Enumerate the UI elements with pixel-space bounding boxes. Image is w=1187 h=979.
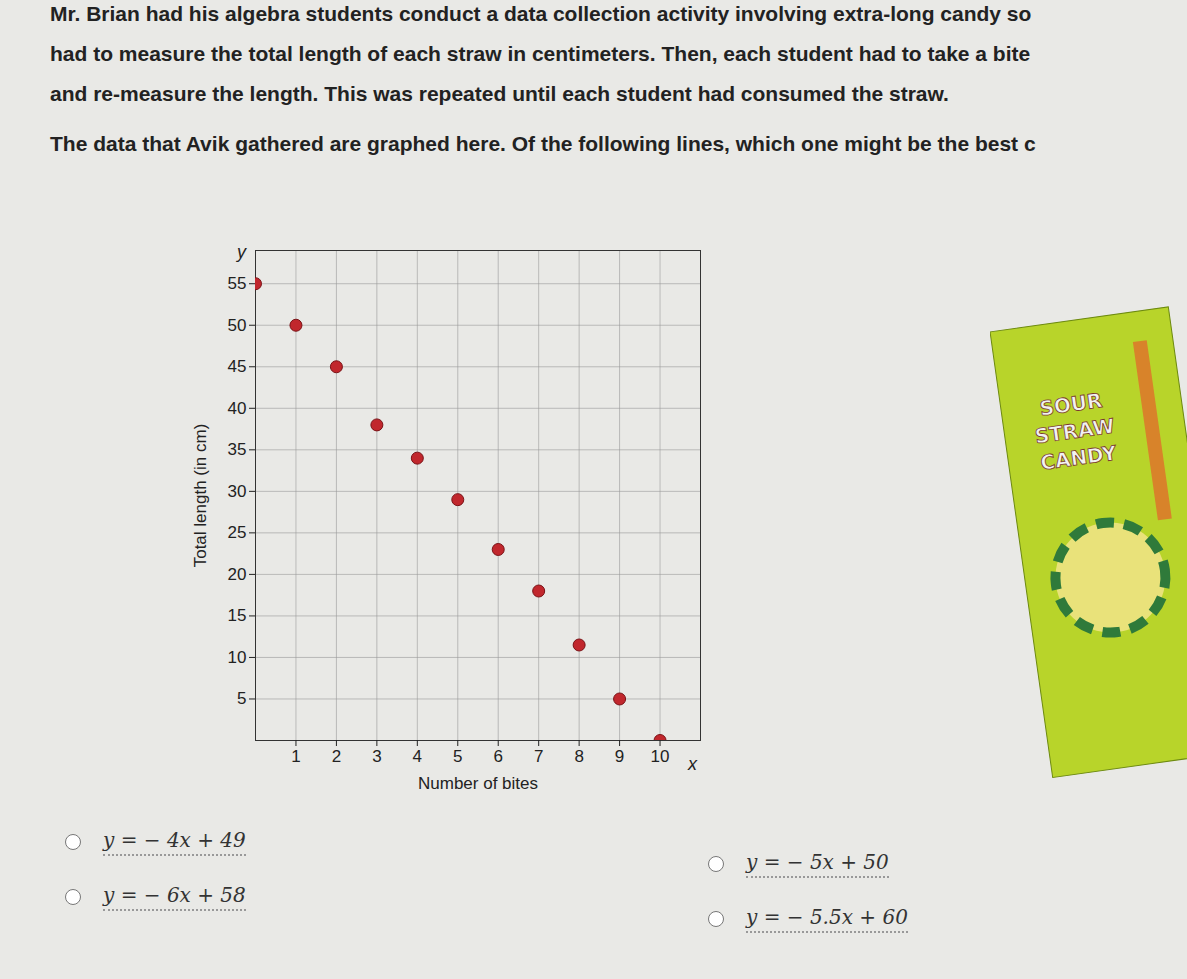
svg-text:35: 35 [228, 440, 247, 459]
svg-text:Total length (in cm): Total length (in cm) [191, 424, 210, 568]
html-text:had to measure the total lengt: had to measure the total length of each … [50, 42, 1031, 65]
svg-text:9: 9 [615, 747, 624, 766]
svg-text:7: 7 [534, 747, 543, 766]
svg-text:10: 10 [651, 747, 670, 766]
svg-text:40: 40 [228, 399, 247, 418]
svg-text:STRAW: STRAW [1033, 413, 1116, 449]
svg-text:10: 10 [228, 648, 247, 667]
svg-text:CANDY: CANDY [1039, 441, 1119, 475]
svg-text:SOUR: SOUR [1038, 388, 1104, 421]
svg-text:15: 15 [228, 606, 247, 625]
html-text:y = − 6x + 58: y = − 6x + 58 [103, 883, 246, 907]
svg-text:2: 2 [332, 747, 341, 766]
svg-text:20: 20 [228, 565, 247, 584]
svg-text:25: 25 [228, 523, 247, 542]
svg-text:55: 55 [228, 274, 247, 293]
html-text:y = − 5x + 50: y = − 5x + 50 [746, 850, 889, 874]
html-text:The data that Avik gathered ar: The data that Avik gathered are graphed … [50, 132, 1036, 155]
svg-text:50: 50 [228, 316, 247, 335]
svg-text:4: 4 [413, 747, 422, 766]
html-text:y = − 5.5x + 60: y = − 5.5x + 60 [746, 905, 908, 929]
svg-text:5: 5 [453, 747, 462, 766]
svg-text:x: x [687, 754, 698, 774]
svg-text:6: 6 [493, 747, 502, 766]
svg-text:30: 30 [228, 482, 247, 501]
svg-text:y: y [235, 242, 247, 262]
svg-text:Number of bites: Number of bites [418, 774, 538, 793]
svg-text:5: 5 [237, 689, 246, 708]
html-text:y = − 4x + 49: y = − 4x + 49 [103, 828, 246, 852]
svg-text:1: 1 [291, 747, 300, 766]
html-text:and re-measure the length. Thi: and re-measure the length. This was repe… [50, 82, 949, 105]
svg-text:8: 8 [574, 747, 583, 766]
svg-text:3: 3 [372, 747, 381, 766]
svg-text:45: 45 [228, 357, 247, 376]
html-text:Mr. Brian had his algebra stud: Mr. Brian had his algebra students condu… [50, 2, 1032, 25]
